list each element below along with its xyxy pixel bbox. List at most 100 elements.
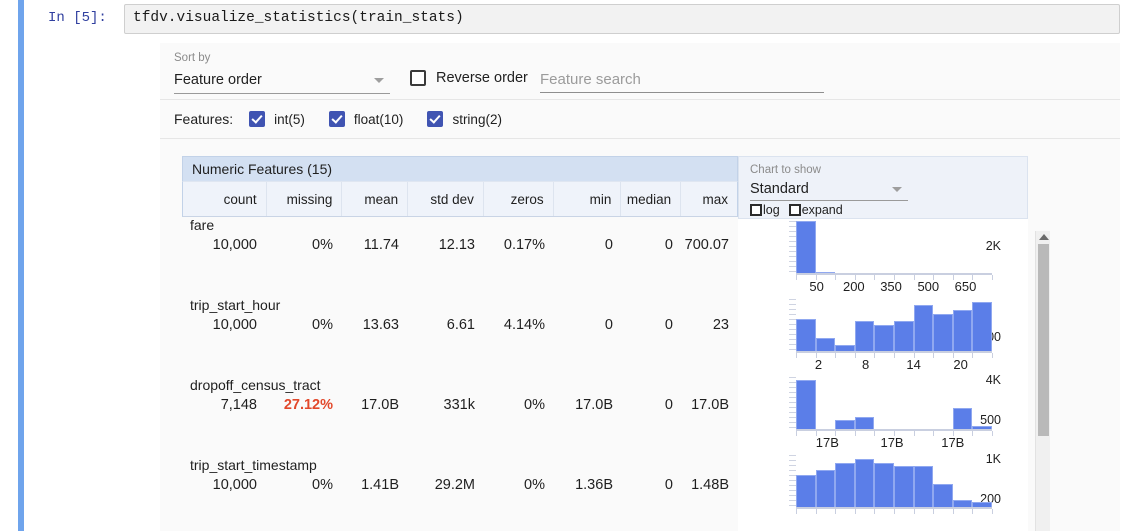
y-tick — [789, 231, 796, 232]
col-header-zeros[interactable]: zeros — [484, 182, 554, 216]
string-checkbox[interactable] — [427, 111, 444, 127]
bar-series — [796, 377, 992, 429]
cell-zeros: 4.14% — [503, 317, 545, 333]
histogram-bar — [796, 318, 816, 351]
col-header-median[interactable]: median — [621, 182, 682, 216]
reverse-order-control[interactable]: Reverse order — [410, 70, 528, 86]
x-tick — [874, 509, 876, 514]
charts-scrollbar[interactable] — [1035, 231, 1050, 531]
y-tick — [789, 397, 796, 398]
feature-stats: 10,000 0% 11.74 12.13 0.17% 0 0 700.07 — [182, 237, 738, 253]
facets-toolbar-types: Features: int(5) float(10) string(2) — [160, 100, 1120, 139]
feature-stats: 10,000 0% 13.63 6.61 4.14% 0 0 23 — [182, 317, 738, 333]
x-tick — [913, 275, 915, 280]
scroll-up-arrow-icon[interactable] — [1039, 234, 1049, 240]
table-row[interactable]: trip_start_timestamp 10,000 0% 1.41B 29.2M 0%… — [182, 457, 738, 531]
cell-max: 1.48B — [691, 477, 729, 493]
reverse-order-label: Reverse order — [436, 70, 528, 86]
x-tick — [894, 431, 895, 436]
col-header-count[interactable]: count — [183, 182, 267, 216]
x-tick-label: 500 — [917, 279, 940, 294]
cell-mean: 13.63 — [362, 317, 399, 333]
x-tick-label: 17B — [880, 435, 904, 450]
histogram-bar — [952, 408, 973, 429]
cell-missing: 0% — [312, 477, 333, 493]
facets-overview-widget: Sort by Feature order Reverse order Feat… — [160, 43, 1120, 531]
y-tick — [789, 485, 796, 486]
feature-type-string[interactable]: string(2) — [427, 111, 502, 127]
int-checkbox[interactable] — [249, 111, 266, 127]
stats-table-header: count missing mean std dev zeros min med… — [182, 181, 738, 217]
feature-search-input[interactable] — [540, 67, 824, 92]
scrollbar-thumb[interactable] — [1038, 244, 1049, 436]
x-tick — [796, 275, 797, 280]
histogram-bar — [854, 320, 875, 351]
cell-count: 10,000 — [212, 317, 257, 333]
y-tick-label: 2K — [985, 238, 1001, 253]
histograms-area: 2K502003505006504002814204K50017B17B17B1… — [738, 219, 1028, 531]
col-header-missing[interactable]: missing — [267, 182, 343, 216]
y-axis — [789, 299, 796, 351]
cell-min: 0 — [604, 317, 613, 333]
y-tick — [789, 505, 796, 506]
col-header-max[interactable]: max — [702, 192, 728, 207]
bar-series — [796, 299, 992, 351]
log-checkbox[interactable] — [750, 204, 762, 216]
feature-search-wrap[interactable] — [540, 67, 824, 93]
table-row[interactable]: trip_start_hour 10,000 0% 13.63 6.61 4.14% 0 0 2… — [182, 297, 738, 377]
int-label: int(5) — [274, 111, 305, 127]
feature-name: fare — [190, 217, 215, 233]
histogram-bar — [913, 305, 934, 351]
col-header-mean[interactable]: mean — [342, 182, 409, 216]
y-tick — [789, 495, 796, 496]
y-axis — [789, 221, 796, 273]
cell-mean: 11.74 — [363, 237, 399, 253]
x-tick — [972, 431, 974, 436]
feature-type-int[interactable]: int(5) — [249, 111, 305, 127]
reverse-order-checkbox[interactable] — [410, 70, 426, 86]
string-label: string(2) — [452, 111, 502, 127]
histogram-bar — [893, 465, 914, 507]
sort-by-select[interactable]: Feature order — [174, 70, 390, 94]
x-tick — [952, 509, 954, 514]
x-tick — [815, 275, 817, 280]
y-tick — [789, 422, 796, 423]
table-row[interactable]: dropoff_census_tract 7,148 27.12% 17.0B 331k… — [182, 377, 738, 457]
y-tick — [789, 261, 796, 262]
chart-controls: Chart to show Standard log expand — [738, 156, 1028, 219]
cell-std-dev: 29.2M — [434, 477, 475, 493]
histogram-dropoff_census_tract: 4K 500 17B 17B 17B — [738, 373, 1010, 453]
float-checkbox[interactable] — [328, 111, 345, 127]
cell-std-dev: 12.13 — [438, 237, 475, 253]
histogram-bar — [913, 465, 934, 507]
x-axis — [796, 429, 993, 436]
x-tick — [796, 353, 797, 358]
x-tick — [992, 353, 993, 358]
histogram-bar — [874, 463, 894, 507]
cell-min: 1.36B — [575, 477, 613, 493]
col-header-std-dev[interactable]: std dev — [408, 182, 484, 216]
expand-checkbox[interactable] — [788, 204, 801, 216]
cell-median: 0 — [664, 397, 673, 413]
x-tick — [933, 431, 935, 436]
chart-to-show-select[interactable]: Standard — [750, 179, 908, 201]
cell-median: 0 — [664, 317, 673, 333]
feature-type-float[interactable]: float(10) — [328, 111, 403, 127]
x-tick — [972, 509, 974, 514]
x-tick — [913, 509, 915, 514]
histogram-bar — [796, 221, 816, 273]
y-tick — [789, 304, 796, 305]
code-input-area[interactable]: tfdv.visualize_statistics(train_stats) — [124, 4, 1120, 34]
sort-by-control[interactable]: Sort by Feature order — [174, 51, 390, 94]
code-text: tfdv.visualize_statistics(train_stats) — [133, 10, 464, 26]
col-header-min[interactable]: min — [554, 182, 622, 216]
expand-label: expand — [801, 203, 843, 217]
table-row[interactable]: fare 10,000 0% 11.74 12.13 0.17% 0 0 700.07 — [182, 217, 738, 297]
x-tick — [815, 431, 817, 436]
cell-count: 10,000 — [212, 477, 257, 493]
log-label: log — [763, 203, 780, 217]
x-tick — [874, 275, 876, 280]
histogram-bar — [815, 338, 836, 351]
x-tick-label: 350 — [880, 279, 902, 294]
cell-missing: 0% — [312, 237, 333, 253]
